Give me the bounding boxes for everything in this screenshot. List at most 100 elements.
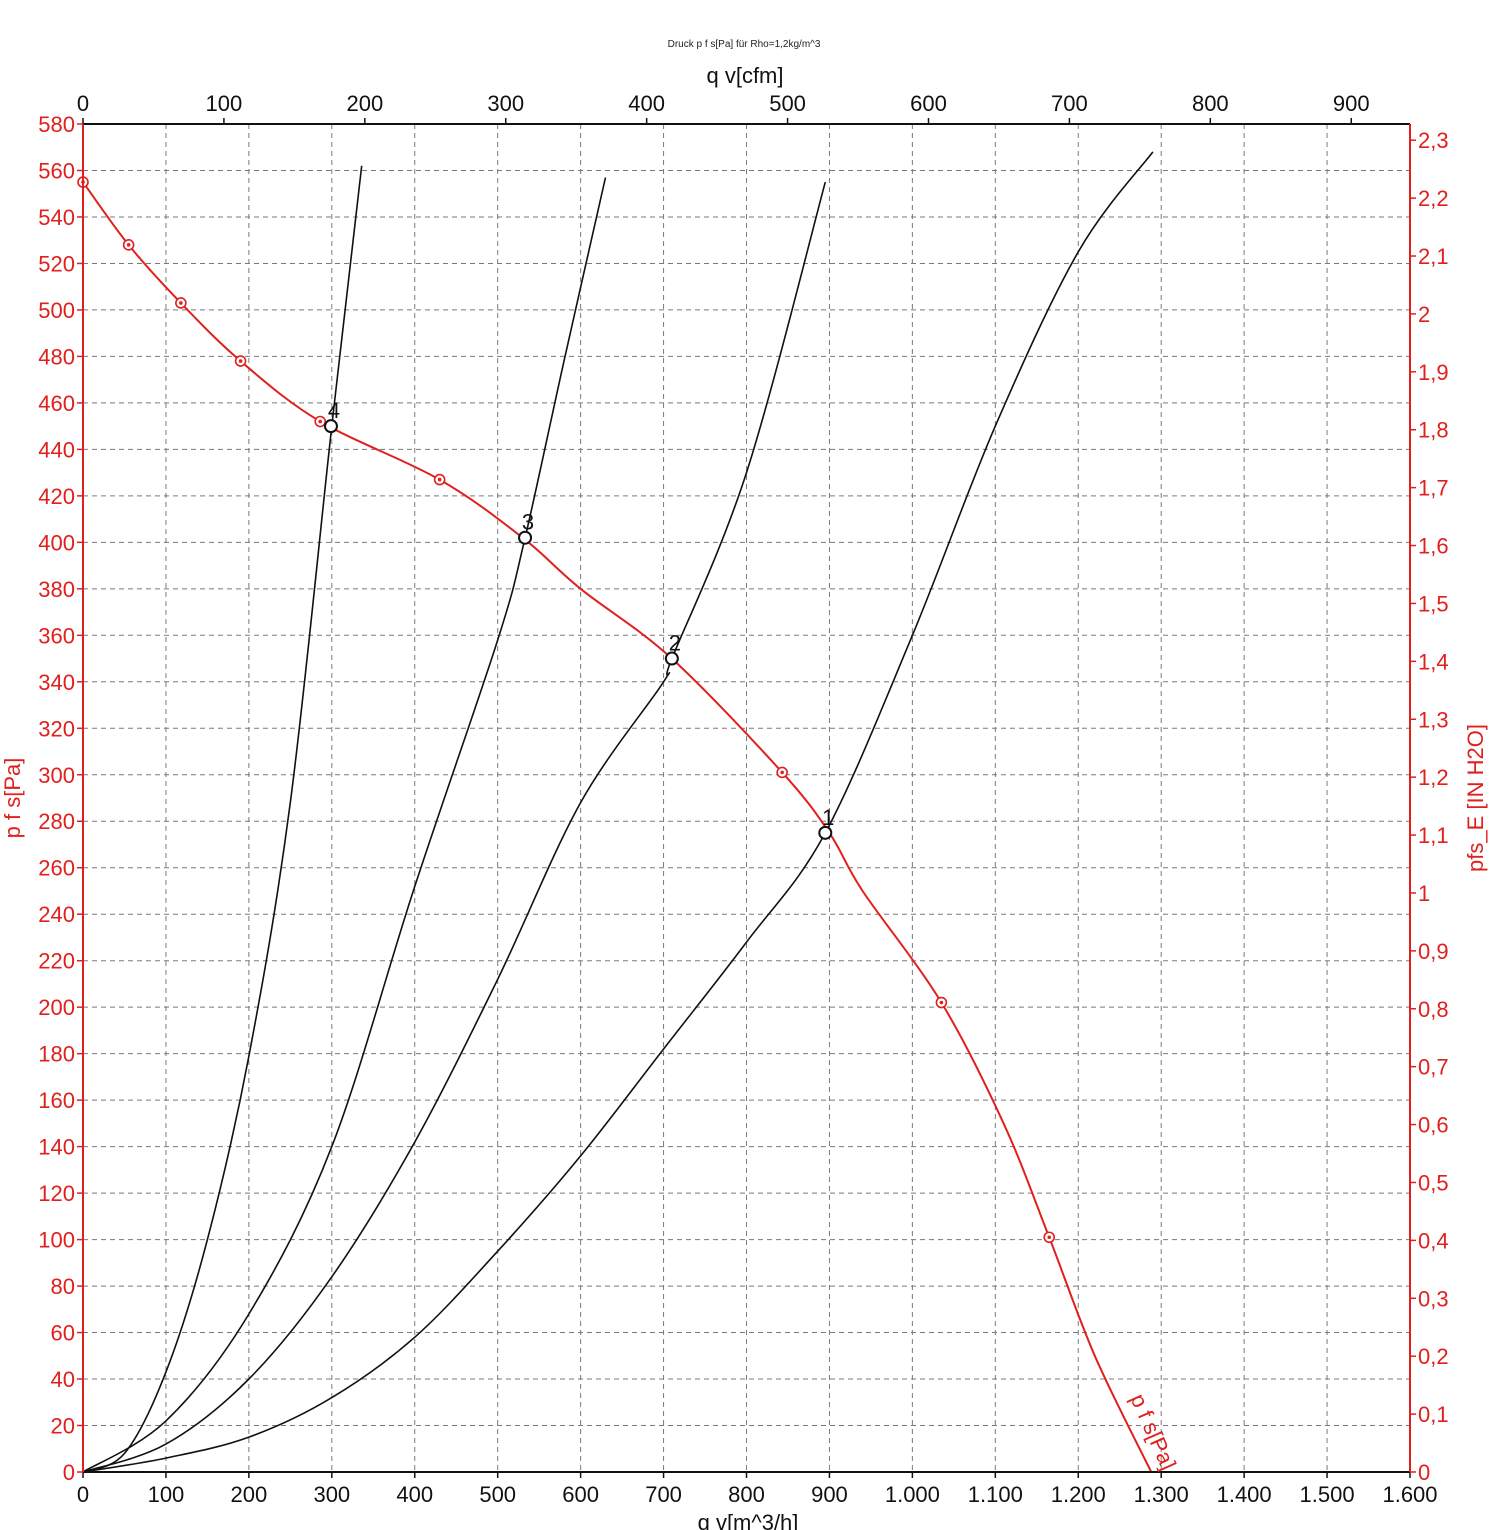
x2-tick-label: 500 [769,91,806,116]
x-tick-label: 700 [645,1482,682,1507]
x-tick-label: 600 [562,1482,599,1507]
y2-tick-label: 2,1 [1418,244,1449,269]
y-tick-label: 320 [38,716,75,741]
x-tick-label: 900 [811,1482,848,1507]
x2-tick-label: 700 [1051,91,1088,116]
y2-tick-label: 0,9 [1418,939,1449,964]
system-curve-2 [82,177,607,1473]
x2-tick-label: 400 [628,91,665,116]
fan-curve-marker-dot [780,770,784,775]
x2-tick-label: 200 [346,91,383,116]
y2-tick-label: 0,8 [1418,997,1449,1022]
y-tick-label: 20 [51,1414,75,1439]
x-tick-label: 400 [396,1482,433,1507]
y-tick-label: 420 [38,484,75,509]
operating-point-4 [323,419,338,434]
chart-title: Druck p f s[Pa] für Rho=1,2kg/m^3 [668,39,821,50]
y2-tick-label: 1,5 [1418,591,1449,616]
system-curve-4 [82,151,1154,1473]
x-tick-label: 1.200 [1051,1482,1106,1507]
fan-curve-marker-dot [318,419,323,424]
y-tick-label: 400 [38,530,75,555]
y2-tick-label: 2,2 [1418,186,1449,211]
fan-curve-marker-dot [126,243,131,247]
x-tick-label: 500 [479,1482,516,1507]
operating-point-1 [818,825,833,840]
fan-curve-label: p f s[Pa] [1125,1390,1181,1474]
y-tick-label: 140 [38,1135,75,1160]
y2-tick-label: 0,7 [1418,1055,1449,1080]
fan-curve-marker-dot [939,1000,944,1005]
y2-tick-label: 1,7 [1418,476,1449,501]
y-tick-label: 280 [38,809,75,834]
y-tick-label: 260 [38,856,75,881]
y2-tick-label: 1,1 [1418,823,1449,848]
x-tick-label: 1.600 [1382,1482,1437,1507]
x-tick-label: 1.500 [1300,1482,1355,1507]
operating-point-label-4: 4 [328,398,340,423]
x-tick-label: 200 [231,1482,268,1507]
x-tick-label: 100 [148,1482,185,1507]
x2-tick-label: 600 [910,91,947,116]
y-tick-label: 60 [51,1321,75,1346]
y-tick-label: 40 [51,1367,75,1392]
fan-curve-marker-dot [179,301,183,305]
x2-tick-label: 300 [487,91,524,116]
y-tick-label: 440 [38,437,75,462]
y2-tick-label: 0,2 [1418,1344,1449,1369]
axes-frame [77,118,1416,1478]
x2-tick-label: 0 [77,91,89,116]
left-axis-title: p f s[Pa] [0,758,25,839]
fan-curve-marker-dot [437,477,442,482]
tick-labels: 0 100 200 300 400 500 600 700 800 900 1.000 1.100 1.… [38,91,1448,1507]
bottom-axis-title: q v[m^3/h] [698,1510,799,1530]
y-tick-label: 120 [38,1181,75,1206]
operating-point-2 [664,651,679,666]
y2-tick-label: 0,5 [1418,1170,1449,1195]
y2-tick-label: 0 [1418,1460,1430,1485]
operating-point-label-1: 1 [822,805,834,830]
x-tick-label: 800 [728,1482,765,1507]
operating-point-3 [518,530,533,545]
y2-tick-label: 2 [1418,302,1430,327]
fan-curve-marker-dot [238,359,243,363]
y-tick-label: 380 [38,577,75,602]
system-curve-3 [82,181,827,1473]
x-tick-label: 1.000 [885,1482,940,1507]
y-tick-label: 360 [38,623,75,648]
y2-tick-label: 0,4 [1418,1228,1449,1253]
y2-tick-label: 1,4 [1418,649,1449,674]
y-tick-label: 180 [38,1042,75,1067]
x-tick-label: 300 [313,1482,350,1507]
y-tick-label: 340 [38,670,75,695]
x2-tick-label: 100 [206,91,243,116]
y-tick-label: 300 [38,763,75,788]
y-tick-label: 100 [38,1228,75,1253]
y-tick-label: 540 [38,205,75,230]
x-tick-label: 0 [77,1482,89,1507]
x2-tick-label: 800 [1192,91,1229,116]
operating-point-label-2: 2 [669,631,681,656]
right-axis-title: pfs_E [IN H2O] [1463,724,1488,872]
system-curve-1 [82,165,363,1473]
y-tick-label: 240 [38,902,75,927]
y2-tick-label: 1,6 [1418,534,1449,559]
y2-tick-label: 1 [1418,881,1430,906]
y-tick-label: 560 [38,158,75,183]
y2-tick-label: 0,6 [1418,1113,1449,1138]
curve-layer: 1 2 3 4 [77,151,1154,1473]
y-tick-label: 580 [38,112,75,137]
y2-tick-label: 0,1 [1418,1402,1449,1427]
fan-curve-line [82,181,1153,1473]
operating-point-label-3: 3 [522,510,534,535]
grid [83,123,1410,1472]
y-tick-label: 460 [38,391,75,416]
y-tick-label: 520 [38,251,75,276]
y2-tick-label: 1,9 [1418,360,1449,385]
y-tick-label: 160 [38,1088,75,1113]
y2-tick-label: 1,2 [1418,765,1449,790]
x2-tick-label: 900 [1333,91,1370,116]
y-tick-label: 220 [38,949,75,974]
y-tick-label: 80 [51,1274,75,1299]
